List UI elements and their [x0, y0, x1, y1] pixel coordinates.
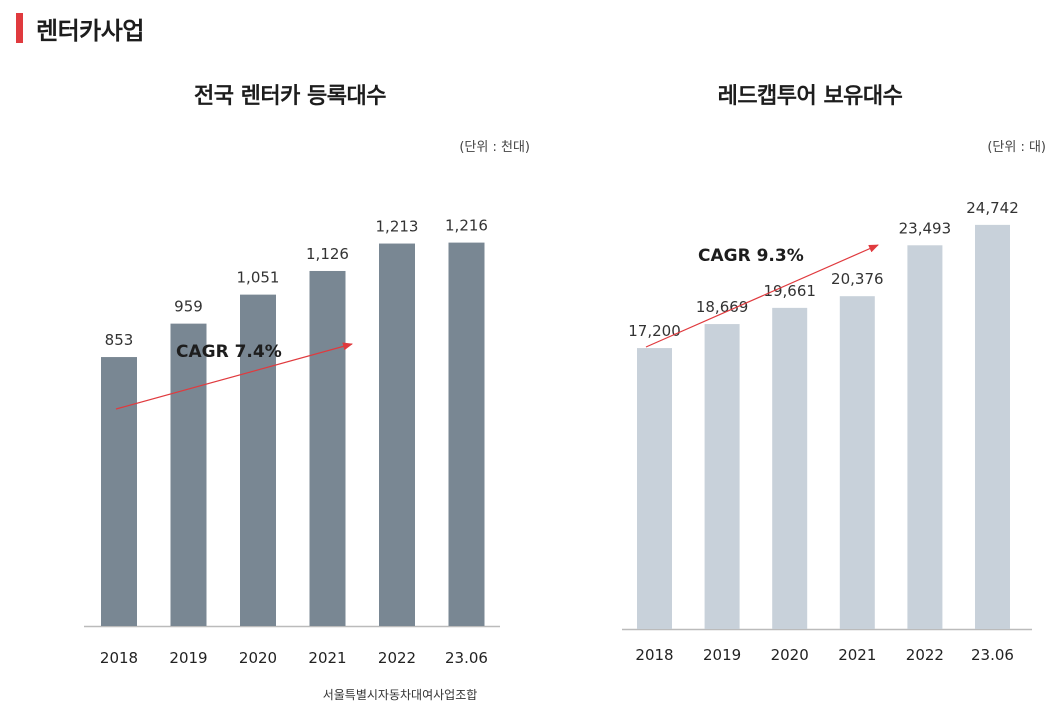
chart2-bar-2020 [772, 307, 808, 629]
chart2-tick-label: 23.06 [971, 646, 1014, 664]
chart2-tick-label: 2019 [703, 646, 741, 664]
chart1-value-label: 1,216 [445, 217, 488, 235]
chart2-tick-label: 2018 [635, 646, 673, 664]
chart2-cagr-label: CAGR 9.3% [698, 246, 804, 266]
chart1-cagr-arrow [115, 342, 353, 410]
chart2-value-label: 23,493 [899, 219, 952, 237]
chart1-bar-2020 [240, 294, 276, 626]
chart2-bar-2018 [637, 348, 672, 629]
chart2-tick-label: 2020 [771, 646, 809, 664]
chart1-value-label: 959 [174, 298, 203, 316]
chart1-bar-2022 [379, 243, 415, 627]
chart2-value-label: 18,669 [696, 298, 749, 316]
chart1-value-label: 1,051 [237, 269, 280, 287]
chart1-tick-label: 2019 [169, 649, 207, 667]
chart1-bar-23.06 [448, 242, 485, 626]
chart1-bar-2019 [170, 323, 207, 626]
chart1-bar-2021 [309, 270, 346, 626]
chart1-tick-label: 23.06 [445, 649, 488, 667]
chart1-cagr-label: CAGR 7.4% [176, 342, 282, 362]
chart2-bar-23.06 [975, 224, 1010, 629]
chart1-bar-2018 [101, 357, 137, 626]
chart2-title: 레드캡투어 보유대수 [717, 84, 903, 109]
chart2-value-label: 24,742 [966, 199, 1019, 217]
source-note: 서울특별시자동차대여사업조합 [322, 688, 478, 702]
chart2-cagr-arrow [645, 244, 879, 348]
section-header: 렌터카사업 [16, 12, 144, 45]
accent-bar [16, 13, 23, 43]
chart2-bar-2022 [907, 245, 943, 629]
chart1-tick-label: 2018 [100, 649, 138, 667]
chart2-value-label: 17,200 [628, 322, 681, 340]
chart1-tick-label: 2022 [378, 649, 416, 667]
chart1-unit: (단위 : 천대) [459, 140, 530, 155]
chart1-value-label: 1,126 [306, 245, 349, 263]
chart1-value-label: 853 [105, 331, 134, 349]
chart1-title: 전국 렌터카 등록대수 [194, 84, 386, 109]
section-title: 렌터카사업 [36, 16, 144, 45]
chart2-tick-label: 2022 [906, 646, 944, 664]
chart1-tick-label: 2021 [308, 649, 346, 667]
chart2-bar-2021 [839, 296, 875, 629]
chart1-value-label: 1,213 [376, 218, 419, 236]
chart2-value-label: 19,661 [763, 282, 816, 300]
chart2-tick-label: 2021 [838, 646, 876, 664]
chart2-value-label: 20,376 [831, 270, 884, 288]
chart2-bar-2019 [704, 324, 740, 629]
chart2-unit: (단위 : 대) [987, 140, 1046, 155]
chart1-tick-label: 2020 [239, 649, 277, 667]
